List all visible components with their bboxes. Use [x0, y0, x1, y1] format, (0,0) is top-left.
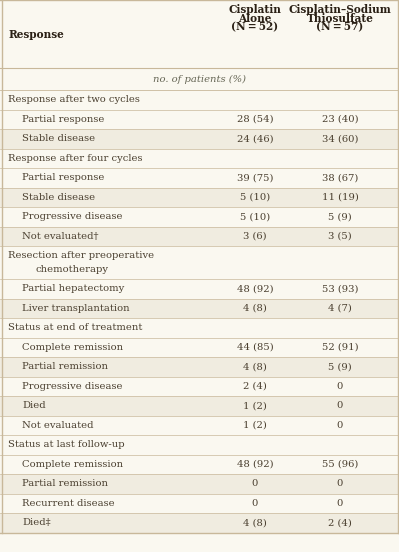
- Text: Status at end of treatment: Status at end of treatment: [8, 323, 142, 332]
- Text: 39 (75): 39 (75): [237, 173, 273, 182]
- Text: 0: 0: [337, 382, 343, 391]
- Text: 55 (96): 55 (96): [322, 460, 358, 469]
- Text: 0: 0: [337, 421, 343, 430]
- Text: Stable disease: Stable disease: [22, 134, 95, 144]
- Text: Progressive disease: Progressive disease: [22, 213, 122, 221]
- Text: 4 (8): 4 (8): [243, 304, 267, 313]
- Text: Died‡: Died‡: [22, 518, 51, 527]
- Bar: [0, 226, 399, 246]
- Bar: [0, 318, 399, 337]
- Text: 3 (5): 3 (5): [328, 232, 352, 241]
- Text: Partial hepatectomy: Partial hepatectomy: [22, 284, 124, 293]
- Bar: [0, 396, 399, 416]
- Text: 2 (4): 2 (4): [328, 518, 352, 527]
- Text: 5 (9): 5 (9): [328, 213, 352, 221]
- Text: 0: 0: [337, 479, 343, 489]
- Text: Cisplatin: Cisplatin: [229, 4, 281, 15]
- Bar: [0, 90, 399, 109]
- Bar: [0, 188, 399, 207]
- Text: 23 (40): 23 (40): [322, 115, 358, 124]
- Text: no. of patients (%): no. of patients (%): [153, 75, 246, 83]
- Text: 4 (7): 4 (7): [328, 304, 352, 313]
- Text: Cisplatin–Sodium: Cisplatin–Sodium: [288, 4, 391, 15]
- Text: 3 (6): 3 (6): [243, 232, 267, 241]
- Text: 0: 0: [252, 479, 258, 489]
- Bar: [0, 474, 399, 493]
- Text: Partial remission: Partial remission: [22, 479, 108, 489]
- Text: 28 (54): 28 (54): [237, 115, 273, 124]
- Text: Complete remission: Complete remission: [22, 460, 123, 469]
- Text: 48 (92): 48 (92): [237, 460, 273, 469]
- Text: Status at last follow-up: Status at last follow-up: [8, 440, 124, 449]
- Text: 44 (85): 44 (85): [237, 343, 273, 352]
- Text: 4 (8): 4 (8): [243, 518, 267, 527]
- Text: 0: 0: [337, 499, 343, 508]
- Text: 52 (91): 52 (91): [322, 343, 358, 352]
- Text: 5 (10): 5 (10): [240, 193, 270, 201]
- Text: 11 (19): 11 (19): [322, 193, 358, 201]
- Text: Recurrent disease: Recurrent disease: [22, 499, 115, 508]
- Text: 48 (92): 48 (92): [237, 284, 273, 293]
- Text: Not evaluated: Not evaluated: [22, 421, 93, 430]
- Text: 0: 0: [337, 401, 343, 410]
- Text: Response after four cycles: Response after four cycles: [8, 154, 142, 163]
- Text: Stable disease: Stable disease: [22, 193, 95, 201]
- Bar: [0, 376, 399, 396]
- Text: Not evaluated†: Not evaluated†: [22, 232, 99, 241]
- Bar: [0, 246, 399, 279]
- Text: 53 (93): 53 (93): [322, 284, 358, 293]
- Text: 5 (9): 5 (9): [328, 362, 352, 371]
- Bar: [0, 435, 399, 454]
- Bar: [0, 337, 399, 357]
- Text: Resection after preoperative: Resection after preoperative: [8, 251, 154, 261]
- Text: 1 (2): 1 (2): [243, 401, 267, 410]
- Bar: [0, 0, 399, 68]
- Bar: [0, 168, 399, 188]
- Text: Died: Died: [22, 401, 45, 410]
- Text: Thiosulfate: Thiosulfate: [306, 13, 373, 24]
- Text: Partial response: Partial response: [22, 173, 105, 182]
- Text: (N = 52): (N = 52): [231, 21, 279, 32]
- Text: chemotherapy: chemotherapy: [36, 266, 109, 274]
- Bar: [0, 68, 399, 90]
- Text: 38 (67): 38 (67): [322, 173, 358, 182]
- Text: Partial response: Partial response: [22, 115, 105, 124]
- Bar: [0, 148, 399, 168]
- Text: 2 (4): 2 (4): [243, 382, 267, 391]
- Bar: [0, 416, 399, 435]
- Bar: [0, 454, 399, 474]
- Bar: [0, 513, 399, 533]
- Bar: [0, 129, 399, 148]
- Bar: [0, 207, 399, 226]
- Text: Complete remission: Complete remission: [22, 343, 123, 352]
- Text: Response after two cycles: Response after two cycles: [8, 95, 140, 104]
- Text: Liver transplantation: Liver transplantation: [22, 304, 130, 313]
- Bar: [0, 109, 399, 129]
- Text: 34 (60): 34 (60): [322, 134, 358, 144]
- Bar: [0, 357, 399, 376]
- Bar: [0, 493, 399, 513]
- Text: Partial remission: Partial remission: [22, 362, 108, 371]
- Text: Progressive disease: Progressive disease: [22, 382, 122, 391]
- Bar: [0, 279, 399, 299]
- Bar: [0, 299, 399, 318]
- Text: (N = 57): (N = 57): [316, 21, 363, 32]
- Text: 24 (46): 24 (46): [237, 134, 273, 144]
- Text: 5 (10): 5 (10): [240, 213, 270, 221]
- Text: Response: Response: [8, 29, 64, 40]
- Text: 0: 0: [252, 499, 258, 508]
- Text: 4 (8): 4 (8): [243, 362, 267, 371]
- Text: Alone: Alone: [238, 13, 272, 24]
- Text: 1 (2): 1 (2): [243, 421, 267, 430]
